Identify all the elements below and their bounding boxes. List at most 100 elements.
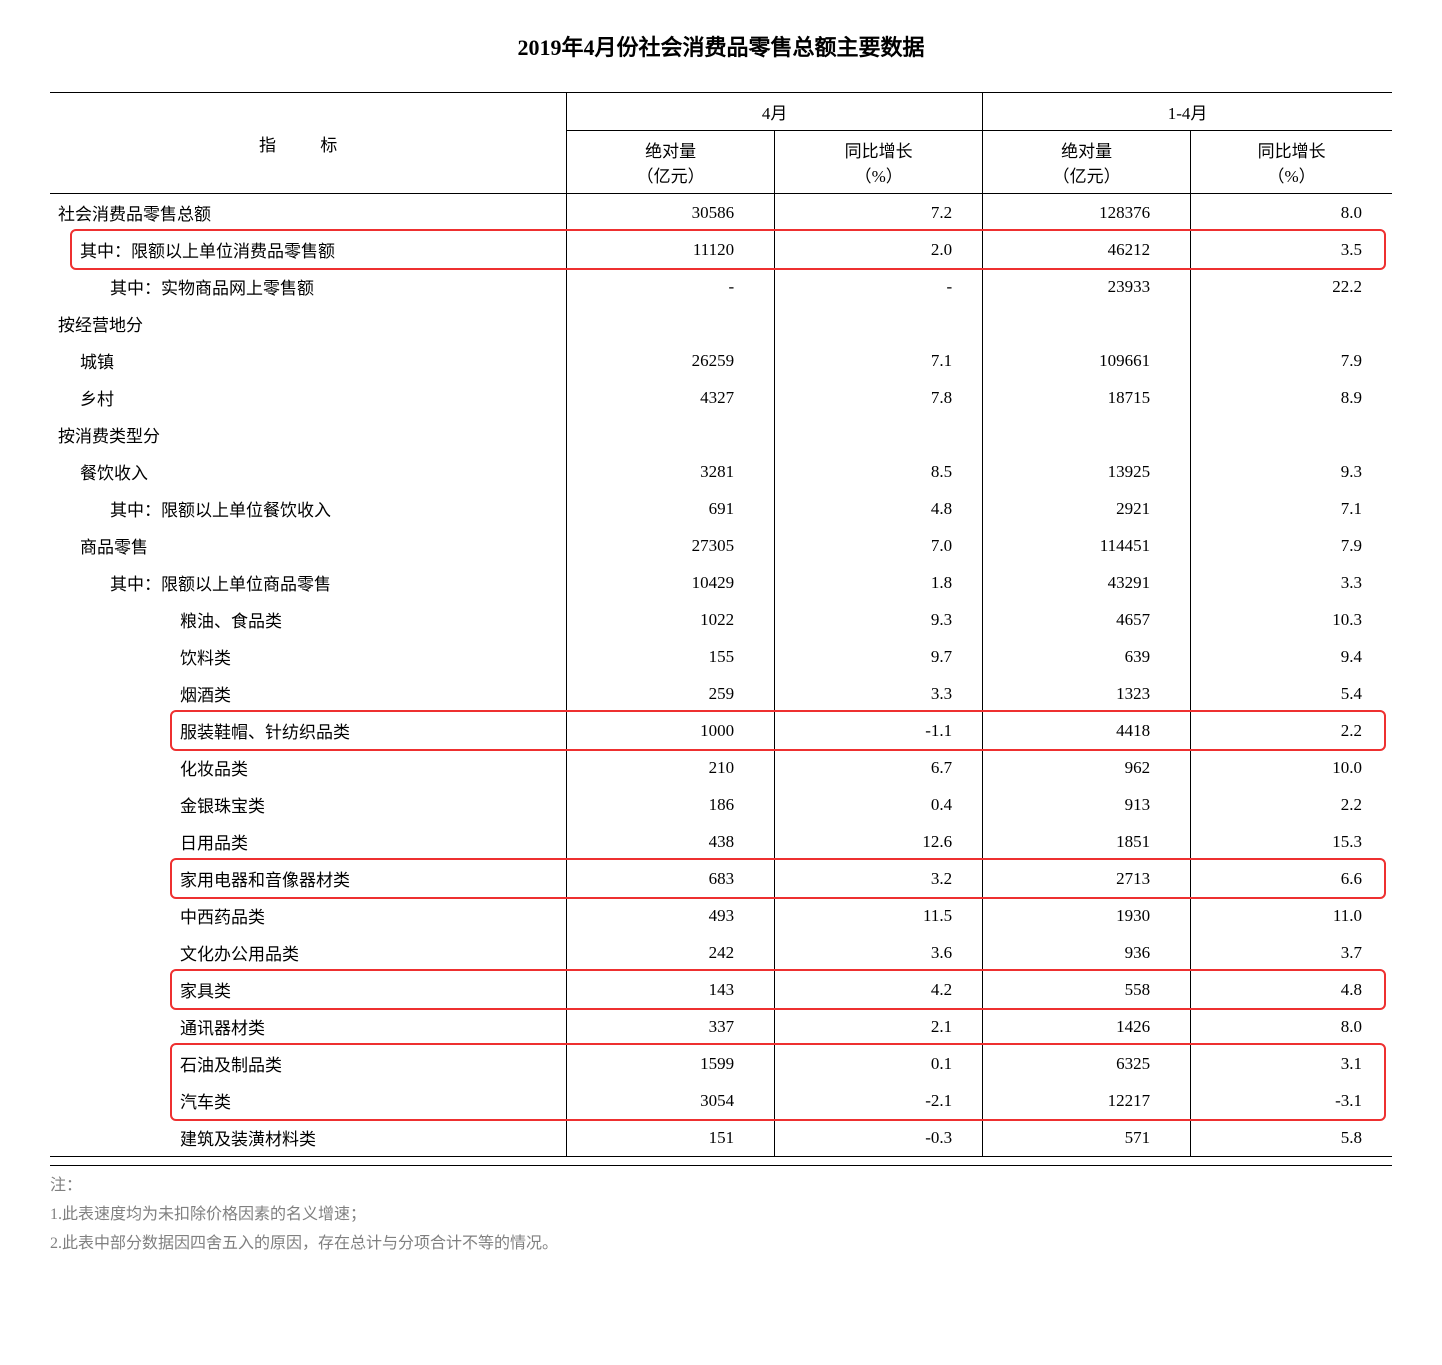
table-row: 服装鞋帽、针纺织品类1000-1.144182.2 [50, 712, 1392, 749]
cell-value: 18715 [983, 379, 1191, 416]
cell-value [567, 305, 775, 342]
row-label: 通讯器材类 [50, 1008, 567, 1045]
cell-value: 1851 [983, 823, 1191, 860]
cell-value: 4657 [983, 601, 1191, 638]
cell-value: 3.6 [775, 934, 983, 971]
cell-value: 4418 [983, 712, 1191, 749]
row-label: 家具类 [50, 971, 567, 1008]
table-row: 按经营地分 [50, 305, 1392, 342]
note-2: 2.此表中部分数据因四舍五入的原因，存在总计与分项合计不等的情况。 [50, 1230, 1392, 1259]
row-label: 社会消费品零售总额 [50, 194, 567, 232]
row-label: 按经营地分 [50, 305, 567, 342]
header-abs-apr: 绝对量 （亿元） [567, 131, 775, 194]
page-title: 2019年4月份社会消费品零售总额主要数据 [50, 30, 1392, 62]
row-label: 中西药品类 [50, 897, 567, 934]
cell-value: 10.0 [1191, 749, 1392, 786]
cell-value: - [567, 268, 775, 305]
cell-value: -1.1 [775, 712, 983, 749]
header-abs-label: 绝对量 [575, 137, 766, 162]
table-row: 社会消费品零售总额305867.21283768.0 [50, 194, 1392, 232]
cell-value: 4327 [567, 379, 775, 416]
cell-value: 2921 [983, 490, 1191, 527]
cell-value: 6.6 [1191, 860, 1392, 897]
table-row: 其中：限额以上单位餐饮收入6914.829217.1 [50, 490, 1392, 527]
cell-value: 155 [567, 638, 775, 675]
table-row: 化妆品类2106.796210.0 [50, 749, 1392, 786]
table-row: 城镇262597.11096617.9 [50, 342, 1392, 379]
row-label: 其中：实物商品网上零售额 [50, 268, 567, 305]
cell-value: 913 [983, 786, 1191, 823]
row-label: 化妆品类 [50, 749, 567, 786]
cell-value: 2.2 [1191, 712, 1392, 749]
table-row: 文化办公用品类2423.69363.7 [50, 934, 1392, 971]
row-label: 文化办公用品类 [50, 934, 567, 971]
row-label: 石油及制品类 [50, 1045, 567, 1082]
table-row: 日用品类43812.6185115.3 [50, 823, 1392, 860]
cell-value: 128376 [983, 194, 1191, 232]
cell-value [983, 305, 1191, 342]
cell-value: -3.1 [1191, 1082, 1392, 1119]
table-row: 金银珠宝类1860.49132.2 [50, 786, 1392, 823]
cell-value: 7.2 [775, 194, 983, 232]
data-table: 指 标 4月 1-4月 绝对量 （亿元） 同比增长 （%） 绝对量 （亿元） [50, 92, 1392, 1157]
cell-value: 0.4 [775, 786, 983, 823]
cell-value: 962 [983, 749, 1191, 786]
table-row: 其中：实物商品网上零售额--2393322.2 [50, 268, 1392, 305]
cell-value: 7.1 [775, 342, 983, 379]
cell-value: 26259 [567, 342, 775, 379]
cell-value: 8.0 [1191, 194, 1392, 232]
cell-value: 9.3 [1191, 453, 1392, 490]
cell-value: 936 [983, 934, 1191, 971]
cell-value: 3.5 [1191, 231, 1392, 268]
cell-value: 337 [567, 1008, 775, 1045]
table-wrap: 指 标 4月 1-4月 绝对量 （亿元） 同比增长 （%） 绝对量 （亿元） [50, 92, 1392, 1157]
table-row: 其中：限额以上单位消费品零售额111202.0462123.5 [50, 231, 1392, 268]
cell-value: 7.9 [1191, 342, 1392, 379]
row-label: 其中：限额以上单位消费品零售额 [50, 231, 567, 268]
cell-value: 3281 [567, 453, 775, 490]
cell-value: 639 [983, 638, 1191, 675]
row-label: 乡村 [50, 379, 567, 416]
cell-value: 3.3 [1191, 564, 1392, 601]
cell-value: 1022 [567, 601, 775, 638]
cell-value: 6325 [983, 1045, 1191, 1082]
cell-value: 4.8 [1191, 971, 1392, 1008]
row-label: 城镇 [50, 342, 567, 379]
row-label: 按消费类型分 [50, 416, 567, 453]
cell-value: 1000 [567, 712, 775, 749]
cell-value [775, 305, 983, 342]
cell-value: 1.8 [775, 564, 983, 601]
cell-value: 1426 [983, 1008, 1191, 1045]
cell-value: 13925 [983, 453, 1191, 490]
row-label: 粮油、食品类 [50, 601, 567, 638]
header-yoy-label2: 同比增长 [1199, 137, 1384, 162]
cell-value: 43291 [983, 564, 1191, 601]
cell-value: 11.0 [1191, 897, 1392, 934]
cell-value: 7.1 [1191, 490, 1392, 527]
cell-value: 186 [567, 786, 775, 823]
cell-value: 4.8 [775, 490, 983, 527]
cell-value: 5.4 [1191, 675, 1392, 712]
cell-value: 4.2 [775, 971, 983, 1008]
row-label: 其中：限额以上单位餐饮收入 [50, 490, 567, 527]
table-row: 饮料类1559.76399.4 [50, 638, 1392, 675]
cell-value: 30586 [567, 194, 775, 232]
cell-value: 10429 [567, 564, 775, 601]
header-abs-label2: 绝对量 [991, 137, 1182, 162]
header-april: 4月 [567, 93, 983, 131]
table-row: 商品零售273057.01144517.9 [50, 527, 1392, 564]
header-yoy-apr: 同比增长 （%） [775, 131, 983, 194]
cell-value: 2713 [983, 860, 1191, 897]
row-label: 日用品类 [50, 823, 567, 860]
header-yoy-unit2: （%） [1199, 162, 1384, 187]
cell-value: -0.3 [775, 1119, 983, 1157]
cell-value: 2.1 [775, 1008, 983, 1045]
cell-value: 1930 [983, 897, 1191, 934]
table-row: 按消费类型分 [50, 416, 1392, 453]
table-row: 通讯器材类3372.114268.0 [50, 1008, 1392, 1045]
cell-value: 571 [983, 1119, 1191, 1157]
row-label: 建筑及装潢材料类 [50, 1119, 567, 1157]
cell-value: 3.7 [1191, 934, 1392, 971]
table-row: 粮油、食品类10229.3465710.3 [50, 601, 1392, 638]
row-label: 商品零售 [50, 527, 567, 564]
